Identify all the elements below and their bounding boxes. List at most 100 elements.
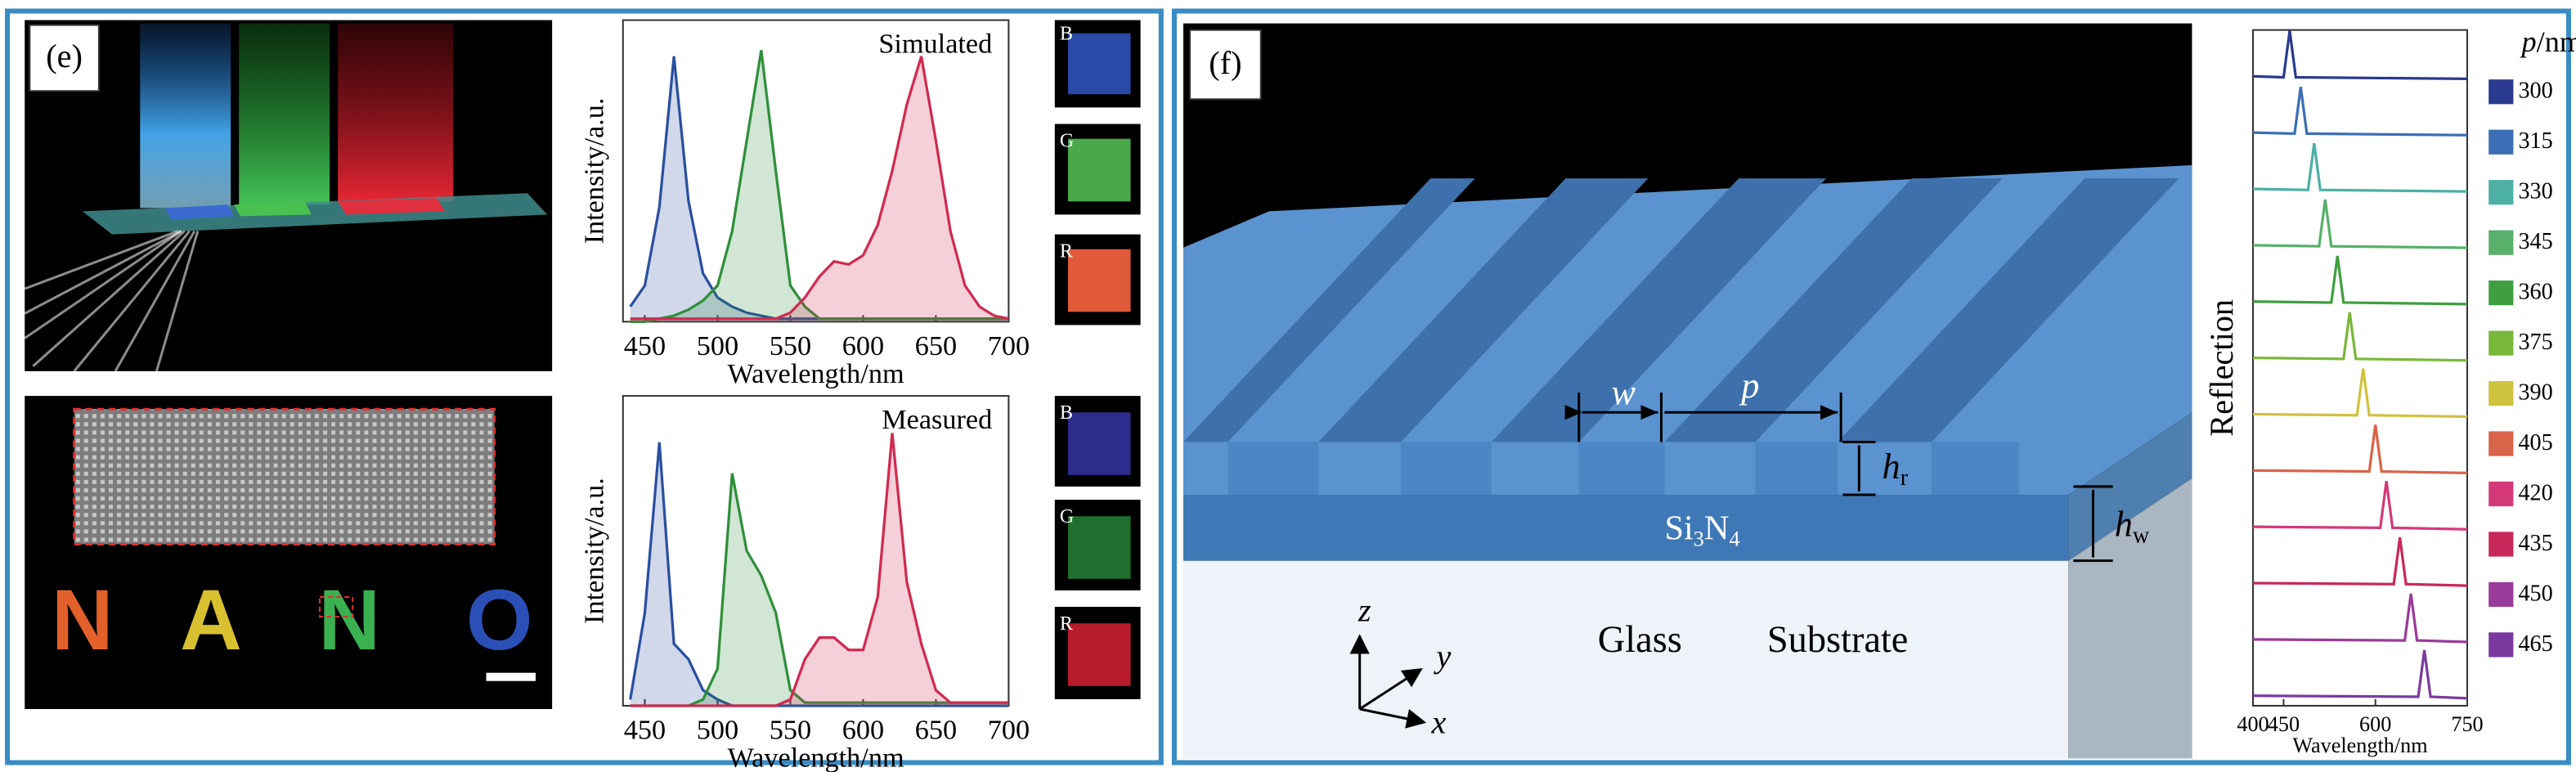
x-tick-label: 600	[2359, 712, 2391, 736]
y-axis-label: Intensity/a.u.	[578, 478, 609, 624]
groove	[1838, 178, 2179, 442]
legend-swatch	[2488, 281, 2514, 306]
panel-border	[1171, 8, 2571, 765]
line	[2252, 255, 2468, 306]
subscript: w	[2133, 523, 2150, 549]
grating-top	[1183, 164, 2192, 496]
x-axis	[1359, 707, 1427, 729]
area	[630, 433, 1009, 706]
ray	[155, 231, 200, 372]
groove	[1318, 178, 1649, 442]
formula-part: N	[1704, 509, 1730, 547]
line	[2252, 87, 2468, 137]
swatch-label: B	[1060, 22, 1073, 44]
x-tick-label: 700	[988, 714, 1030, 745]
symbol: h	[2115, 503, 2133, 544]
panel-label-box	[29, 24, 100, 92]
symbol: h	[1883, 446, 1901, 487]
swatch	[1067, 412, 1131, 475]
line	[2252, 30, 2468, 81]
swatch	[1067, 249, 1131, 312]
axis-label: z	[1358, 591, 1371, 628]
panel-label: (e)	[46, 38, 83, 74]
x-axis-label: Wavelength/nm	[2292, 734, 2427, 757]
chart-title: Simulated	[878, 29, 992, 60]
legend-swatch	[2488, 230, 2514, 255]
zoom-marker	[318, 595, 354, 618]
axis-label: y	[1434, 638, 1452, 675]
swatch	[1067, 516, 1131, 579]
legend-title-unit: /nm	[2537, 25, 2576, 58]
pixel-green	[234, 201, 312, 217]
y-axis	[1358, 667, 1423, 711]
swatch	[1067, 623, 1131, 686]
area	[630, 473, 1009, 706]
x-axis-label: Wavelength/nm	[728, 358, 904, 389]
ridge	[1227, 442, 1319, 496]
legend-label: 465	[2518, 631, 2552, 657]
formula-part: 4	[1729, 527, 1739, 550]
legend-label: 405	[2518, 430, 2552, 456]
x-tick-label: 550	[770, 330, 811, 361]
x-tick-label: 450	[624, 714, 666, 745]
legend-swatch	[2488, 380, 2514, 406]
legend-label: 375	[2518, 330, 2552, 355]
legend-swatch	[2488, 330, 2514, 356]
grating-diagram: w p hr hw Si3N4 Glass Substrate z y x (f…	[1183, 23, 2192, 759]
groove	[1491, 178, 1827, 442]
letter: N	[318, 572, 380, 668]
x-tick-label: 650	[915, 330, 957, 361]
line	[2252, 368, 2468, 419]
color-swatches: B G R B G R	[1054, 20, 1141, 699]
line	[630, 56, 1009, 321]
dimension-lines	[1564, 393, 2113, 563]
x-tick-label: 400	[2237, 712, 2269, 736]
dimension-label: hw	[2115, 503, 2150, 548]
groove	[1664, 178, 2003, 442]
x-tick-label: 450	[2268, 712, 2300, 736]
sem-image	[73, 407, 496, 545]
waveguide-side	[2068, 412, 2192, 561]
blue-beam	[140, 23, 231, 209]
panel-border	[5, 8, 1164, 765]
x-tick-label: 500	[697, 714, 738, 745]
panel-label: (f)	[1209, 44, 1241, 81]
formula-part: 3	[1694, 527, 1704, 550]
legend-label: 420	[2518, 480, 2552, 505]
x-tick-label: 700	[988, 330, 1030, 361]
line	[2252, 312, 2468, 362]
swatch	[1067, 33, 1131, 95]
line	[2252, 199, 2468, 249]
plot-frame	[2251, 29, 2468, 707]
legend-swatch	[2488, 431, 2514, 456]
layer-label: Si3N4	[1665, 509, 1740, 550]
light-rays	[24, 230, 200, 372]
x-tick-label: 750	[2451, 712, 2483, 736]
legend-swatch	[2488, 581, 2514, 608]
plot-frame	[622, 19, 1010, 323]
legend-swatch	[2488, 180, 2514, 205]
x-tick-label: 600	[842, 330, 884, 361]
legend-label: 315	[2518, 128, 2552, 154]
legend-label: 390	[2518, 380, 2552, 406]
nano-photo: N A N O	[25, 396, 553, 710]
line	[630, 473, 1009, 707]
x-tick-label: 500	[697, 330, 738, 361]
line	[2252, 424, 2468, 475]
line	[2252, 593, 2468, 644]
line	[2252, 649, 2468, 700]
ray	[114, 230, 196, 372]
x-tick-label: 650	[915, 714, 957, 745]
swatch-label: G	[1060, 505, 1074, 527]
line	[2252, 537, 2468, 587]
swatch-label: R	[1060, 240, 1074, 262]
legend-label: 435	[2518, 531, 2552, 556]
legend-label: 450	[2518, 581, 2552, 606]
ray	[24, 230, 182, 339]
waveguide-front	[1183, 495, 2069, 561]
ridge	[1931, 442, 2019, 496]
chart-title: Measured	[882, 404, 992, 435]
area	[630, 56, 1009, 322]
